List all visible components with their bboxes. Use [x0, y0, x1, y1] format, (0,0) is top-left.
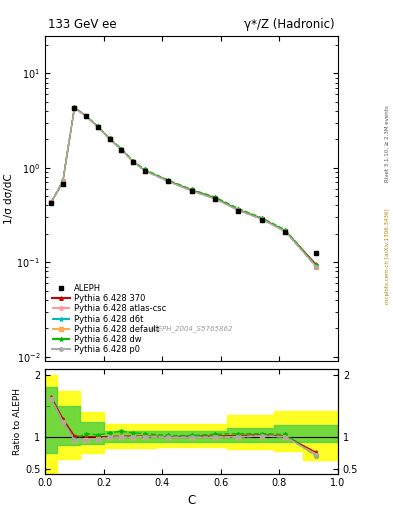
Text: mcplots.cern.ch [arXiv:1306.3436]: mcplots.cern.ch [arXiv:1306.3436] — [385, 208, 390, 304]
Text: 133 GeV ee: 133 GeV ee — [48, 18, 117, 31]
Text: γ*/Z (Hadronic): γ*/Z (Hadronic) — [244, 18, 335, 31]
Text: Rivet 3.1.10, ≥ 2.3M events: Rivet 3.1.10, ≥ 2.3M events — [385, 105, 390, 182]
Y-axis label: Ratio to ALEPH: Ratio to ALEPH — [13, 388, 22, 455]
X-axis label: C: C — [187, 494, 196, 507]
Text: ALEPH_2004_S5765862: ALEPH_2004_S5765862 — [150, 325, 233, 332]
Y-axis label: 1/σ dσ/dC: 1/σ dσ/dC — [4, 173, 14, 224]
Legend: ALEPH, Pythia 6.428 370, Pythia 6.428 atlas-csc, Pythia 6.428 d6t, Pythia 6.428 : ALEPH, Pythia 6.428 370, Pythia 6.428 at… — [50, 281, 168, 357]
